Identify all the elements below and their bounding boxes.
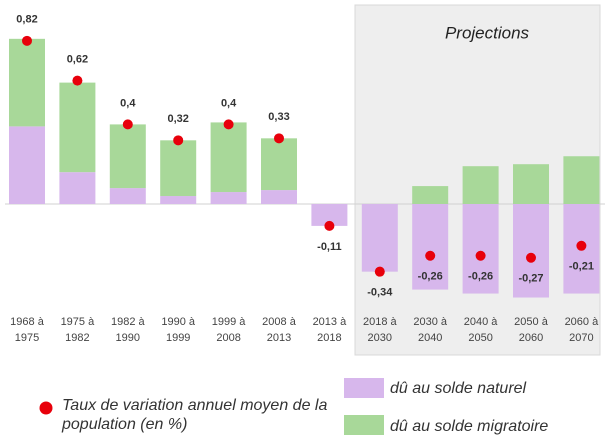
legend-marker bbox=[39, 401, 53, 415]
legend-label: dû au solde migratoire bbox=[390, 418, 549, 435]
annotation: Projections bbox=[445, 23, 530, 42]
rate-dot bbox=[526, 252, 536, 263]
rate-dot bbox=[274, 133, 284, 144]
x-tick-label: 1999 bbox=[166, 332, 190, 344]
x-tick-label: 2040 à bbox=[464, 316, 499, 328]
bar-segment bbox=[59, 172, 96, 204]
bar-segment bbox=[109, 124, 146, 189]
x-tick-label: 2018 bbox=[317, 332, 341, 344]
bar-segment bbox=[261, 190, 297, 204]
legend-dot bbox=[39, 401, 53, 415]
chart: Projections 1968 à 1975 0,82 1975 à 1982 0,62… bbox=[5, 4, 605, 356]
bar-segment bbox=[160, 196, 197, 204]
legend-label: Taux de variation annuel moyen de la pop… bbox=[62, 397, 328, 433]
x-tick-label: 1990 bbox=[116, 332, 140, 344]
x-tick-label: 1968 à bbox=[10, 316, 45, 328]
rate-dot bbox=[576, 240, 587, 251]
legend-swatch bbox=[344, 415, 384, 435]
rate-dot bbox=[324, 220, 335, 231]
rate-dot bbox=[475, 250, 486, 261]
x-tick-label: 2030 bbox=[368, 332, 392, 344]
x-tick-label: 2008 bbox=[216, 332, 240, 344]
rate-dot bbox=[374, 266, 385, 277]
bar-segment bbox=[261, 138, 297, 191]
bar-segment bbox=[361, 204, 398, 272]
x-tick-label: 2030 à bbox=[413, 316, 448, 328]
value-label: -0,27 bbox=[518, 273, 543, 285]
rate-dot bbox=[173, 135, 184, 146]
value-label: -0,21 bbox=[569, 261, 594, 273]
rate-dot bbox=[122, 119, 133, 130]
x-tick-label: 1975 bbox=[15, 332, 39, 344]
bar-segment bbox=[513, 204, 549, 298]
bar-segment bbox=[462, 204, 499, 294]
bar-segment bbox=[513, 164, 549, 204]
x-tick-label: 1982 bbox=[65, 332, 89, 344]
rate-dot bbox=[22, 35, 32, 46]
bar-segment bbox=[563, 156, 600, 204]
x-tick-label: 2018 à bbox=[363, 316, 398, 328]
value-label: 0,4 bbox=[120, 97, 136, 109]
legend-swatch bbox=[344, 378, 384, 398]
x-tick-label: 2013 à bbox=[313, 316, 348, 328]
rate-dot bbox=[72, 75, 83, 86]
x-tick-label: 2050 à bbox=[514, 316, 549, 328]
bar-segment bbox=[412, 186, 449, 204]
bar-segment bbox=[210, 192, 247, 204]
bar-segment bbox=[9, 126, 45, 204]
x-tick-label: 1999 à bbox=[212, 316, 247, 328]
bar-segment bbox=[9, 38, 45, 127]
x-tick-label: 1990 à bbox=[161, 316, 196, 328]
x-tick-label: 1982 à bbox=[111, 316, 146, 328]
value-label: -0,26 bbox=[418, 271, 443, 283]
bar-segment bbox=[210, 122, 247, 193]
x-tick-label: 2040 bbox=[418, 332, 442, 344]
x-tick-label: 2060 bbox=[519, 332, 543, 344]
value-label: 0,33 bbox=[268, 111, 289, 123]
bar-segment bbox=[160, 140, 197, 197]
x-tick-label: 1975 à bbox=[61, 316, 96, 328]
bar-segment bbox=[412, 204, 449, 290]
x-tick-label: 2013 bbox=[267, 332, 291, 344]
bar-segment bbox=[59, 82, 96, 173]
bar-segment bbox=[462, 166, 499, 204]
value-label: -0,34 bbox=[367, 287, 393, 299]
value-label: 0,32 bbox=[167, 113, 188, 125]
value-label: 0,82 bbox=[16, 14, 37, 26]
x-tick-label: 2008 à bbox=[262, 316, 297, 328]
bar-segment bbox=[311, 204, 348, 226]
value-label: -0,11 bbox=[317, 241, 341, 253]
x-tick-label: 2060 à bbox=[565, 316, 600, 328]
legend-label: dû au solde naturel bbox=[390, 380, 527, 397]
bar-segment bbox=[109, 188, 146, 204]
x-tick-label: 2050 bbox=[468, 332, 492, 344]
value-label: 0,4 bbox=[221, 97, 237, 109]
rate-dot bbox=[223, 119, 234, 130]
value-label: -0,26 bbox=[468, 271, 493, 283]
x-tick-label: 2070 bbox=[569, 332, 593, 344]
value-label: 0,62 bbox=[67, 54, 88, 66]
rate-dot bbox=[425, 250, 436, 261]
